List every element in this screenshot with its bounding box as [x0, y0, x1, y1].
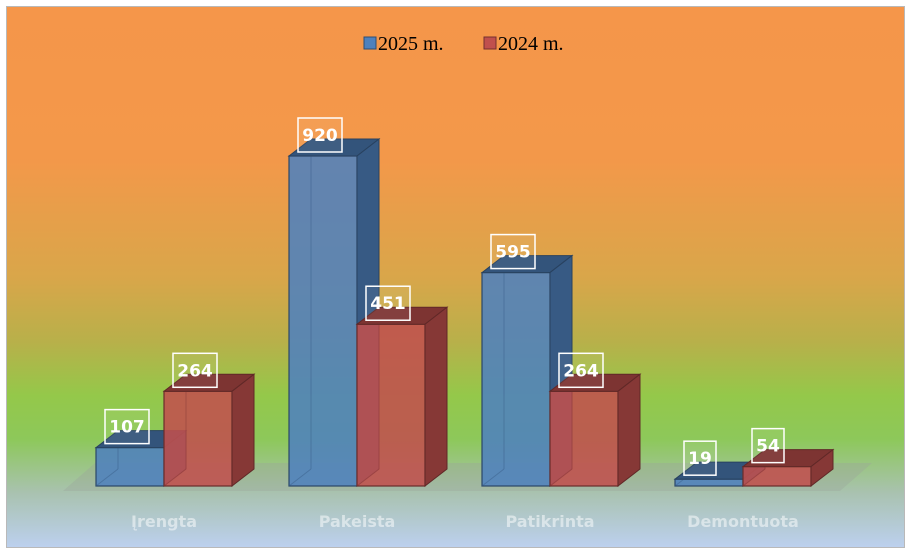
data-label-box [751, 427, 785, 464]
data-label-2-3: 264 [558, 352, 604, 389]
data-label-box [104, 408, 150, 445]
bar-front [481, 271, 551, 487]
data-label-1-4: 19 [683, 440, 717, 476]
bar-2-3 [548, 373, 642, 488]
data-label-1-3: 595 [490, 233, 536, 270]
data-label-2-2: 451 [365, 285, 411, 321]
bar-front [288, 155, 358, 487]
bar-side [617, 373, 641, 488]
bar-chart: 2025 m. 2024 m. 107 264 920 451 595 264 19 54 Įren… [63, 33, 872, 531]
bar-side [424, 306, 448, 488]
bar-side [231, 373, 255, 488]
legend: 2025 m. 2024 m. [363, 33, 564, 55]
category-label-1: Įrengta [131, 512, 197, 531]
data-label-2-1: 264 [172, 352, 218, 389]
data-label-box [683, 440, 717, 476]
category-label-3: Patikrinta [505, 512, 594, 531]
legend-swatch-1 [363, 36, 377, 50]
data-label-box [297, 117, 343, 153]
data-label-text: 19 [688, 449, 712, 469]
category-label-4: Demontuota [687, 512, 799, 531]
bar-front [95, 447, 165, 487]
chart-floor [63, 463, 872, 491]
data-label-box [172, 352, 218, 389]
data-label-1-1: 107 [104, 408, 150, 445]
bar-bottom-edge [742, 468, 766, 487]
bar-front [163, 390, 233, 487]
data-label-text: 107 [109, 418, 145, 438]
bar-side [810, 448, 834, 488]
data-label-text: 264 [177, 361, 213, 381]
data-label-text: 451 [370, 294, 406, 314]
data-label-text: 264 [563, 361, 599, 381]
bar-2-2 [355, 306, 449, 488]
bar-2-1 [162, 373, 256, 488]
category-label-2: Pakeista [319, 512, 396, 531]
data-label-box [558, 352, 604, 389]
legend-label-1: 2025 m. [378, 33, 444, 55]
bar-front [549, 390, 619, 487]
bar-bottom-edge [95, 468, 119, 487]
bar-front [674, 478, 744, 487]
bar-front [742, 466, 812, 487]
data-label-text: 54 [756, 437, 780, 457]
data-label-box [365, 285, 411, 321]
chart-frame: 2025 m. 2024 m. 107 264 920 451 595 264 19 54 Įren… [6, 6, 905, 548]
data-label-1-2: 920 [297, 117, 343, 153]
bar-bottom-edge [356, 468, 380, 487]
legend-label-2: 2024 m. [498, 33, 564, 55]
data-label-box [490, 233, 536, 270]
bar-bottom-edge [163, 468, 187, 487]
bar-bottom-edge [288, 468, 312, 487]
data-label-text: 920 [302, 126, 338, 146]
bar-bottom-edge [549, 468, 573, 487]
data-label-2-4: 54 [751, 427, 785, 464]
legend-swatch-2 [483, 36, 497, 50]
bar-bottom-edge [481, 468, 505, 487]
data-label-text: 595 [495, 243, 531, 263]
bar-front [356, 323, 426, 487]
